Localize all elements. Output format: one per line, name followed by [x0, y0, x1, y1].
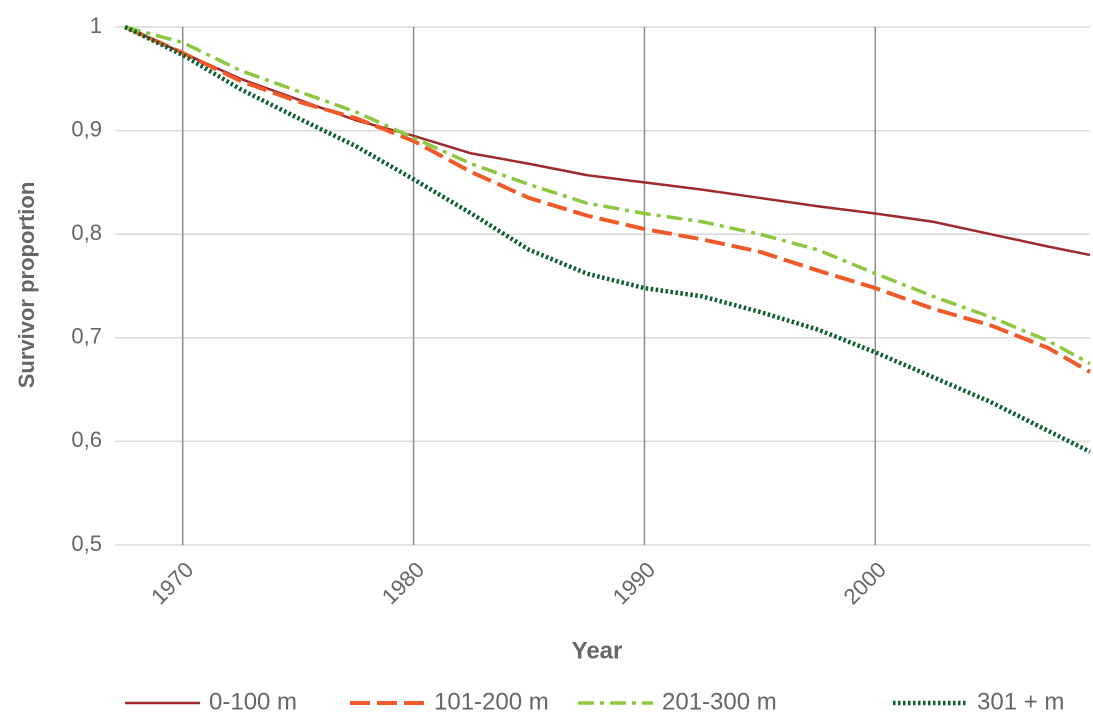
series-line: [124, 24, 1092, 454]
y-tick-label: 0,7: [71, 324, 102, 349]
y-tick-label: 0,9: [71, 116, 102, 141]
x-axis-label: Year: [572, 637, 623, 664]
y-tick-label: 0,5: [71, 531, 102, 556]
y-tick-label: 0,8: [71, 220, 102, 245]
legend-label: 301 + m: [977, 688, 1064, 715]
legend-label: 0-100 m: [209, 688, 297, 715]
y-tick-label: 0,6: [71, 427, 102, 452]
x-tick-label: 1970: [146, 557, 198, 609]
series-line: [124, 25, 1091, 366]
x-tick-label: 1980: [377, 557, 429, 609]
x-tick-label: 1990: [608, 557, 660, 609]
y-axis-label: Survivor proportion: [14, 182, 39, 389]
legend-label: 101-200 m: [434, 688, 549, 715]
legend-label: 201-300 m: [662, 688, 777, 715]
series-line: [124, 25, 1091, 374]
y-tick-label: 1: [90, 13, 102, 38]
x-tick-label: 2000: [839, 557, 891, 609]
